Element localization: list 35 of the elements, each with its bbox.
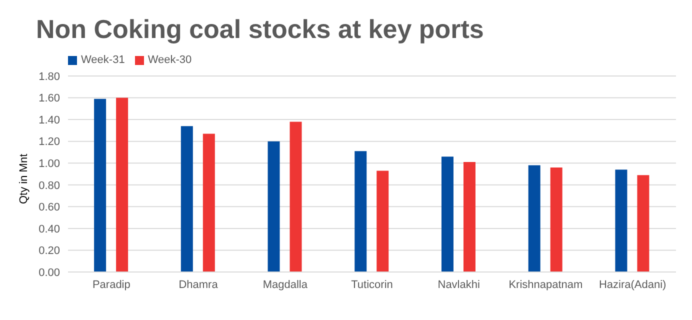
bar: [528, 165, 540, 272]
bar: [268, 141, 280, 272]
legend-label: Week-31: [81, 54, 125, 66]
y-axis-title: Qty in Mnt: [18, 154, 30, 204]
y-tick-label: 0.40: [38, 223, 60, 236]
x-tick-label: Navlakhi: [438, 278, 480, 291]
bar: [354, 151, 367, 272]
y-tick-label: 1.20: [38, 136, 60, 148]
bar: [180, 126, 193, 272]
x-tick-label: Magdalla: [262, 278, 308, 291]
y-tick-label: 1.40: [38, 114, 60, 126]
y-tick-label: 1.60: [38, 92, 60, 105]
bar: [463, 162, 476, 272]
bar: [637, 175, 650, 272]
x-tick-label: Dhamra: [178, 278, 219, 291]
y-tick-label: 0.20: [38, 245, 60, 258]
chart-title: Non Coking coal stocks at key ports: [36, 14, 484, 45]
bar: [441, 156, 454, 272]
y-tick-label: 1.00: [38, 158, 60, 170]
x-tick-label: Paradip: [92, 278, 130, 291]
x-tick-label: Tuticorin: [351, 278, 393, 291]
y-tick-label: 0.60: [38, 202, 60, 214]
y-tick-label: 0.80: [38, 180, 60, 192]
x-tick-label: Krishnapatnam: [508, 278, 583, 291]
bar: [290, 122, 302, 272]
y-tick-label: 1.80: [38, 70, 60, 83]
bar: [94, 98, 106, 272]
legend-label: Week-30: [148, 54, 192, 66]
bar: [550, 167, 562, 272]
bar: [202, 134, 215, 272]
y-tick-label: 0.00: [38, 266, 60, 279]
x-tick-label: Hazira(Adani): [598, 278, 666, 291]
bar: [615, 170, 628, 272]
bar: [376, 170, 389, 272]
bar: [116, 98, 128, 272]
